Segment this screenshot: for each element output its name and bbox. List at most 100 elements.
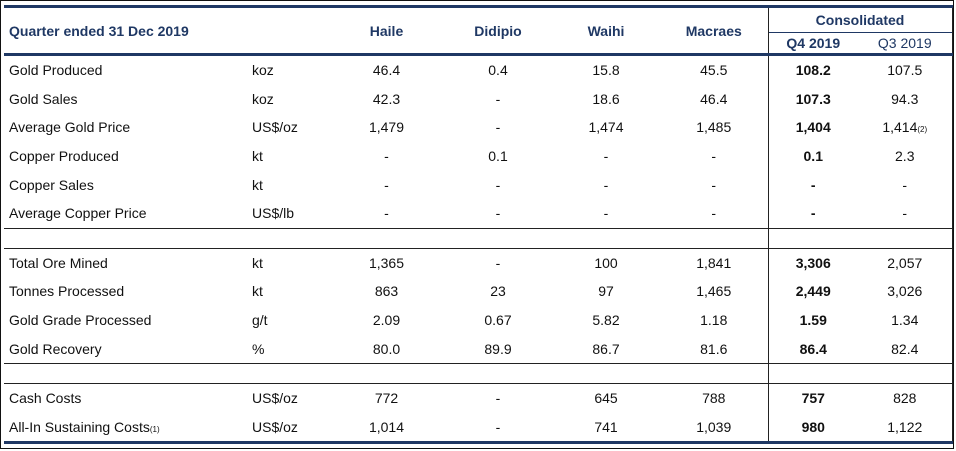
- row-unit: US$/oz: [252, 119, 298, 136]
- table-row-copper-produced: Copper Produced kt -0.1- -0.1 2.3: [4, 141, 953, 171]
- column-header-haile: Haile: [329, 5, 444, 56]
- cell-q4-2019: 108.2: [767, 54, 858, 85]
- row-label: All-In Sustaining Costs(1): [4, 412, 224, 445]
- cell-didipio: -: [495, 176, 501, 193]
- cell-haile: 2.09: [372, 312, 401, 329]
- row-label: Tonnes Processed: [9, 283, 125, 300]
- row-unit: US$/oz: [224, 412, 329, 445]
- cell-q3-2019: 1,122: [858, 412, 953, 445]
- quarter-label: Quarter ended 31 Dec 2019: [4, 5, 224, 56]
- cell-waihi: -: [603, 205, 609, 222]
- row-unit: %: [252, 340, 265, 357]
- consolidated-header: Consolidated: [767, 5, 953, 33]
- cell-waihi: -: [603, 176, 609, 193]
- cell-didipio: -: [444, 412, 552, 445]
- cell-q3-2019: 1,414(2): [858, 113, 953, 142]
- cell-q4-2019: 1,404: [767, 113, 858, 142]
- cell-q3-2019: 2.3: [858, 141, 953, 171]
- cell-macraes: 1.18: [700, 312, 728, 329]
- cell-waihi: 5.82: [592, 312, 620, 329]
- cell-q3-2019: -: [858, 170, 953, 199]
- cell-didipio: 0.4: [488, 62, 508, 79]
- table-row-average-copper-price: Average Copper Price US$/lb - - - - - -: [4, 198, 953, 229]
- cell-haile: 772: [374, 390, 399, 407]
- row-label: Average Gold Price: [9, 119, 131, 136]
- cell-haile: 1,479: [368, 119, 405, 136]
- cell-waihi: 97: [598, 283, 614, 300]
- column-header-didipio: Didipio: [444, 5, 552, 56]
- cell-macraes: 1,039: [660, 412, 768, 445]
- row-unit: koz: [252, 90, 274, 107]
- cell-q3-2019: 107.5: [858, 54, 953, 85]
- cell-didipio: 0.1: [488, 148, 508, 165]
- cell-q3-2019: 828: [858, 383, 953, 413]
- cell-macraes: 1,465: [696, 283, 732, 300]
- row-label: Average Copper Price: [9, 205, 147, 222]
- row-unit: kt: [252, 254, 263, 271]
- section-gap: [4, 362, 953, 384]
- cell-haile: 42.3: [372, 90, 401, 107]
- cell-macraes: 45.5: [700, 62, 728, 79]
- cell-waihi: 741: [552, 412, 660, 445]
- cell-q3-2019: 82.4: [858, 334, 953, 364]
- column-header-q3-2019: Q3 2019: [858, 32, 953, 56]
- section-gap: [4, 227, 953, 249]
- row-label: Copper Sales: [9, 176, 94, 193]
- cell-waihi: -: [603, 148, 609, 165]
- table-row-tonnes-processed: Tonnes Processed kt 863 23 97 1,465 2,449 3,026: [4, 277, 953, 306]
- table-row-gold-sales: Gold Sales koz 42.3 - 18.6 46.4 107.3 94.3: [4, 84, 953, 114]
- cell-didipio: 0.67: [484, 312, 512, 329]
- cell-q3-2019: 3,026: [858, 277, 953, 306]
- row-unit: kt: [252, 148, 263, 165]
- cell-waihi: 1,474: [588, 119, 624, 136]
- cell-didipio: 89.9: [484, 340, 512, 357]
- header-row-1: Quarter ended 31 Dec 2019 Haile Didipio …: [4, 5, 953, 56]
- row-unit: g/t: [252, 312, 268, 329]
- row-unit: kt: [252, 283, 263, 300]
- cell-macraes: 788: [702, 390, 726, 407]
- footnote-marker: (2): [917, 125, 928, 135]
- cell-macraes: -: [711, 176, 717, 193]
- cell-waihi: 100: [594, 254, 618, 271]
- footnote-marker: (1): [149, 424, 160, 434]
- cell-waihi: 86.7: [592, 340, 620, 357]
- row-label: Gold Sales: [9, 90, 78, 107]
- cell-macraes: 46.4: [700, 90, 728, 107]
- table-row-gold-recovery: Gold Recovery% 80.0 89.9 86.7 81.6 86.4 82.4: [4, 334, 953, 364]
- cell-didipio: -: [495, 119, 501, 136]
- cell-haile: 1,014: [329, 412, 444, 445]
- row-label: Cash Costs: [9, 390, 82, 407]
- cell-waihi: 15.8: [592, 62, 620, 79]
- row-unit: koz: [252, 62, 274, 79]
- cell-q3-2019: 94.3: [858, 84, 953, 114]
- column-header-q4-2019: Q4 2019: [767, 32, 858, 56]
- column-header-macraes: Macraes: [660, 5, 768, 56]
- cell-q4-2019: 1.59: [767, 305, 858, 335]
- cell-macraes: 1,841: [696, 254, 732, 271]
- row-label: Total Ore Mined: [9, 254, 108, 271]
- table-row-gold-produced: Gold Produced koz 46.4 0.4 15.8 45.5 108.2 107.…: [4, 54, 953, 85]
- cell-q4-2019: 2,449: [767, 277, 858, 306]
- cell-waihi: 645: [594, 390, 618, 407]
- row-label: Gold Grade Processed: [9, 312, 152, 329]
- cell-macraes: -: [711, 205, 717, 222]
- cell-haile: -: [384, 205, 389, 222]
- cell-q4-2019: 980: [767, 412, 858, 445]
- table-row-all-in-sustaining-costs: All-In Sustaining Costs(1) US$/oz 1,014-74…: [4, 412, 953, 445]
- cell-q4-2019: 0.1: [767, 141, 858, 171]
- cell-didipio: 23: [490, 283, 506, 300]
- cell-q4-2019: 86.4: [767, 334, 858, 364]
- cell-q4-2019: -: [767, 170, 858, 199]
- cell-macraes: -: [711, 148, 717, 165]
- cell-haile: 46.4: [372, 62, 401, 79]
- cell-macraes: 81.6: [700, 340, 728, 357]
- cell-haile: -: [384, 176, 389, 193]
- cell-didipio: -: [495, 390, 501, 407]
- cell-haile: 80.0: [372, 340, 401, 357]
- row-unit: kt: [252, 176, 263, 193]
- table-row-cash-costs: Cash Costs US$/oz 772 - 645 788 757 828: [4, 383, 953, 413]
- row-unit: US$/oz: [252, 390, 298, 407]
- cell-q4-2019: 107.3: [767, 84, 858, 114]
- row-label: Gold Recovery: [9, 340, 102, 357]
- table-row-gold-grade-processed: Gold Grade Processed g/t 2.09 0.67 5.82 1.18 1…: [4, 305, 953, 335]
